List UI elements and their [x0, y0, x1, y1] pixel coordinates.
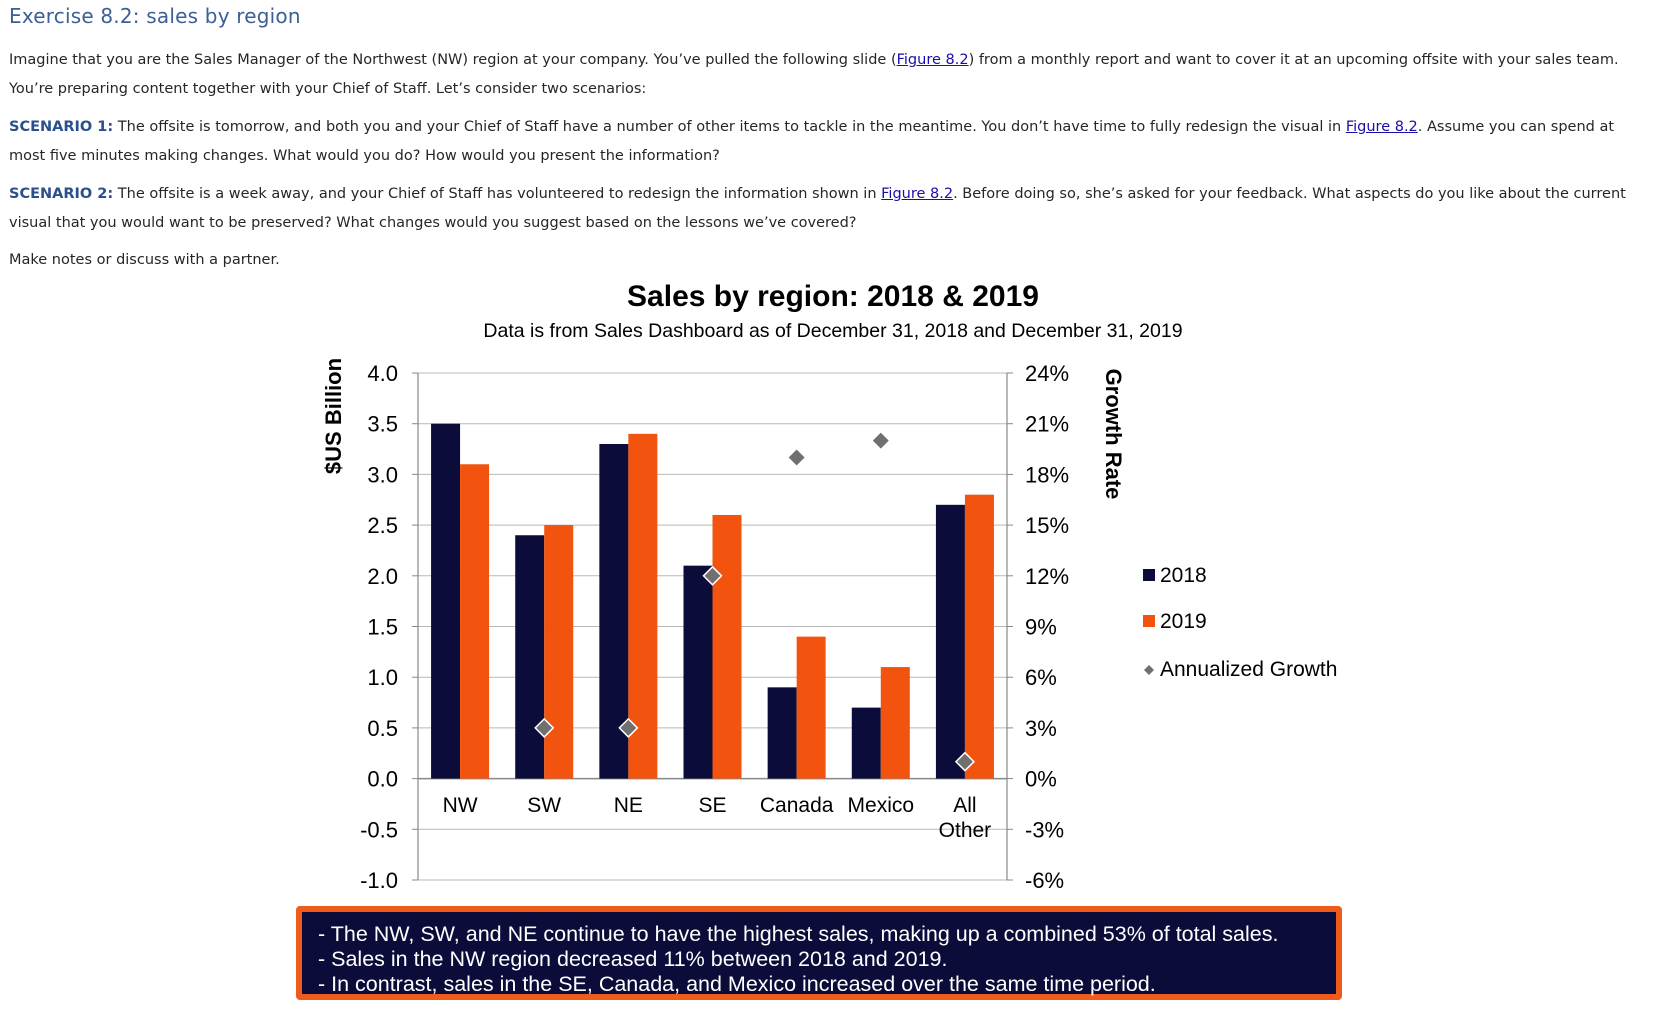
- bar-2019-mexico: [880, 667, 910, 779]
- legend-label-2019: 2019: [1160, 610, 1207, 633]
- category-label: Canada: [760, 794, 834, 817]
- growth-marker-sw: [534, 717, 555, 738]
- right-tick-label: 21%: [1025, 412, 1069, 437]
- category-label: Mexico: [848, 794, 915, 817]
- scenario1-text-before: The offsite is tomorrow, and both you an…: [113, 119, 1346, 135]
- bar-2018-nw: [431, 423, 461, 779]
- right-tick-label: 12%: [1025, 564, 1069, 589]
- left-tick-label: 4.0: [367, 361, 398, 386]
- bar-2019-ne: [628, 433, 658, 779]
- scenario2-text-after: . Before doing so, she’s asked for your …: [9, 186, 1626, 231]
- scenario1-label: SCENARIO 1:: [9, 119, 114, 135]
- figure-link-scenario1[interactable]: Figure 8.2: [1345, 119, 1418, 135]
- bar-2018-canada: [767, 687, 797, 779]
- sales-chart: Sales by region: 2018 & 2019 Data is from…: [321, 280, 1337, 893]
- callout-line-1: - The NW, SW, and NE continue to have th…: [318, 922, 1279, 946]
- intro-paragraph: Imagine that you are the Sales Manager o…: [9, 46, 1639, 104]
- insight-callout: - The NW, SW, and NE continue to have th…: [296, 906, 1342, 1000]
- legend-swatch-2019: [1143, 615, 1155, 627]
- growth-marker-all-other: [954, 751, 975, 772]
- right-tick-label: 9%: [1025, 615, 1057, 640]
- right-tick-label: 15%: [1025, 513, 1069, 538]
- bar-2018-mexico: [851, 707, 881, 779]
- callout-line-3: - In contrast, sales in the SE, Canada, …: [318, 972, 1156, 996]
- callout-line-2: - Sales in the NW region decreased 11% b…: [318, 947, 948, 971]
- bar-2019-canada: [796, 636, 826, 779]
- figure-link-scenario2[interactable]: Figure 8.2: [881, 186, 954, 202]
- legend-swatch-growth: [1144, 665, 1154, 675]
- category-label-line2: Other: [939, 819, 992, 842]
- left-axis-title: $US Billion: [321, 358, 346, 474]
- scenario2-paragraph: SCENARIO 2: The offsite is a week away, …: [9, 180, 1639, 238]
- legend-label-growth: Annualized Growth: [1160, 658, 1337, 681]
- intro-text-before: Imagine that you are the Sales Manager o…: [9, 52, 897, 68]
- chart-subtitle: Data is from Sales Dashboard as of Decem…: [483, 320, 1182, 342]
- right-tick-label: -6%: [1025, 868, 1064, 893]
- left-tick-label: 1.5: [367, 615, 398, 640]
- growth-marker-mexico: [870, 430, 891, 451]
- bar-2019-se: [712, 514, 742, 779]
- right-tick-label: 0%: [1025, 767, 1057, 792]
- exercise-title: Exercise 8.2: sales by region: [9, 4, 301, 28]
- left-tick-label: 3.5: [367, 412, 398, 437]
- bar-2019-all-other: [964, 494, 994, 779]
- category-label: NW: [443, 794, 478, 817]
- legend-swatch-2018: [1143, 569, 1155, 581]
- right-axis-title: Growth Rate: [1101, 369, 1126, 500]
- left-tick-label: 1.0: [367, 665, 398, 690]
- category-label: All: [953, 794, 976, 817]
- left-tick-label: 0.5: [367, 716, 398, 741]
- left-tick-label: -1.0: [360, 868, 398, 893]
- left-tick-label: 0.0: [367, 767, 398, 792]
- scenario1-paragraph: SCENARIO 1: The offsite is tomorrow, and…: [9, 113, 1639, 171]
- right-tick-label: 3%: [1025, 716, 1057, 741]
- bar-2019-sw: [544, 525, 574, 779]
- bar-2018-se: [683, 565, 713, 779]
- figure-link-intro[interactable]: Figure 8.2: [896, 52, 969, 68]
- left-tick-label: 2.0: [367, 564, 398, 589]
- right-tick-label: 24%: [1025, 361, 1069, 386]
- category-label: NE: [614, 794, 643, 817]
- left-tick-label: 3.0: [367, 462, 398, 487]
- legend-label-2018: 2018: [1160, 564, 1207, 587]
- bar-2018-sw: [515, 535, 545, 779]
- intro-text-after: ) from a monthly report and want to cove…: [9, 52, 1619, 97]
- right-tick-label: 18%: [1025, 462, 1069, 487]
- scenario1-text-after: . Assume you can spend at most five minu…: [9, 119, 1615, 164]
- growth-marker-se: [702, 565, 723, 586]
- scenario2-label: SCENARIO 2:: [9, 186, 114, 202]
- right-tick-label: -3%: [1025, 817, 1064, 842]
- left-tick-label: 2.5: [367, 513, 398, 538]
- category-label: SE: [698, 794, 726, 817]
- scenario2-text-before: The offsite is a week away, and your Chi…: [113, 186, 882, 202]
- bar-2018-all-other: [935, 504, 965, 779]
- bar-2019-nw: [460, 464, 490, 779]
- growth-marker-ne: [618, 717, 639, 738]
- left-tick-label: -0.5: [360, 817, 398, 842]
- closing-note: Make notes or discuss with a partner.: [9, 252, 280, 268]
- right-tick-label: 6%: [1025, 665, 1057, 690]
- category-label: SW: [527, 794, 561, 817]
- growth-marker-canada: [786, 447, 807, 468]
- chart-title: Sales by region: 2018 & 2019: [627, 280, 1039, 313]
